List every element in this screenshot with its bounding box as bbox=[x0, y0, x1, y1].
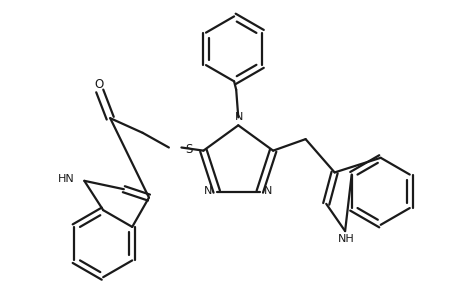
Text: S: S bbox=[185, 143, 192, 156]
Text: N: N bbox=[263, 186, 272, 196]
Text: NH: NH bbox=[337, 235, 354, 245]
Text: N: N bbox=[204, 186, 212, 196]
Text: HN: HN bbox=[58, 174, 75, 184]
Text: N: N bbox=[235, 112, 243, 122]
Text: O: O bbox=[94, 78, 103, 91]
